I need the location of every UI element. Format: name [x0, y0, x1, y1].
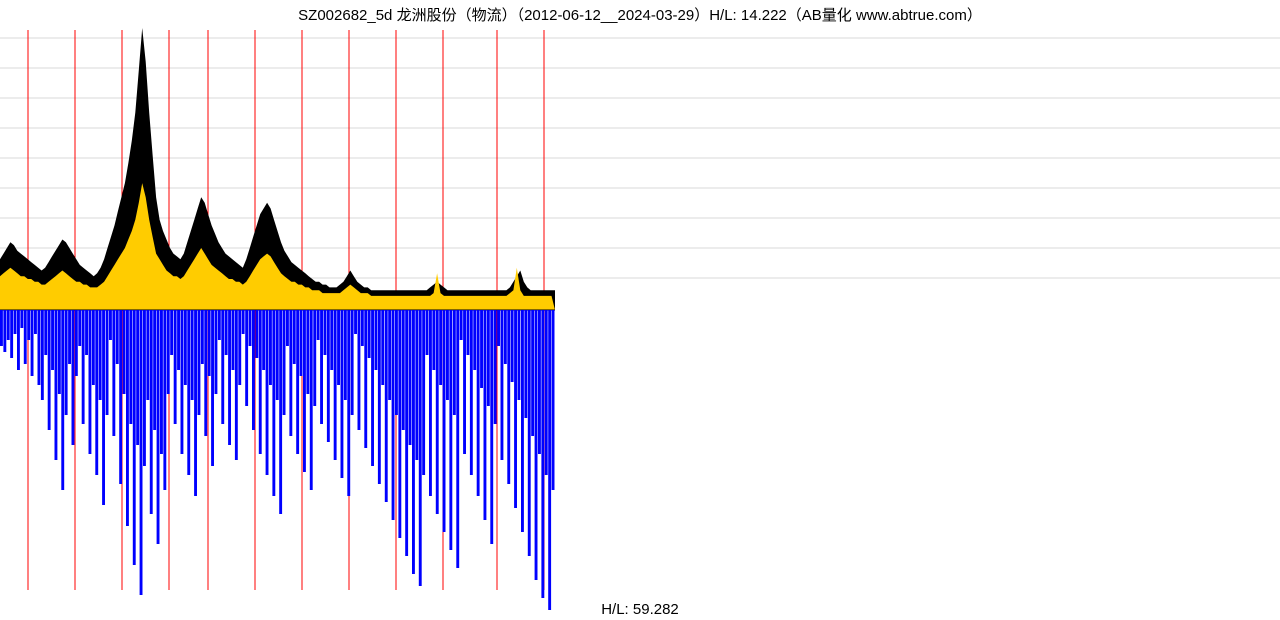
- top-price-series: [0, 28, 555, 310]
- bottom-volume-series: [0, 310, 554, 610]
- chart-footer: H/L: 59.282: [0, 601, 1280, 618]
- chart-container: { "title": "SZ002682_5d 龙洲股份（物流）（2012-06…: [0, 0, 1280, 620]
- chart-svg: [0, 0, 1280, 620]
